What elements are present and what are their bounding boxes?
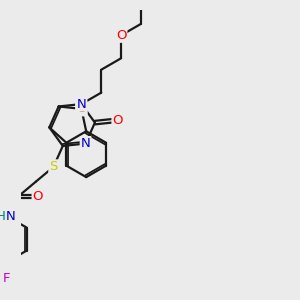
Text: N: N — [76, 98, 86, 111]
Text: N: N — [81, 137, 91, 150]
Text: O: O — [76, 102, 87, 116]
Text: O: O — [116, 29, 126, 42]
Text: O: O — [33, 190, 43, 203]
Text: N: N — [6, 210, 16, 223]
Text: S: S — [49, 160, 58, 173]
Text: O: O — [112, 114, 123, 127]
Text: F: F — [3, 272, 11, 285]
Text: H: H — [0, 210, 6, 223]
